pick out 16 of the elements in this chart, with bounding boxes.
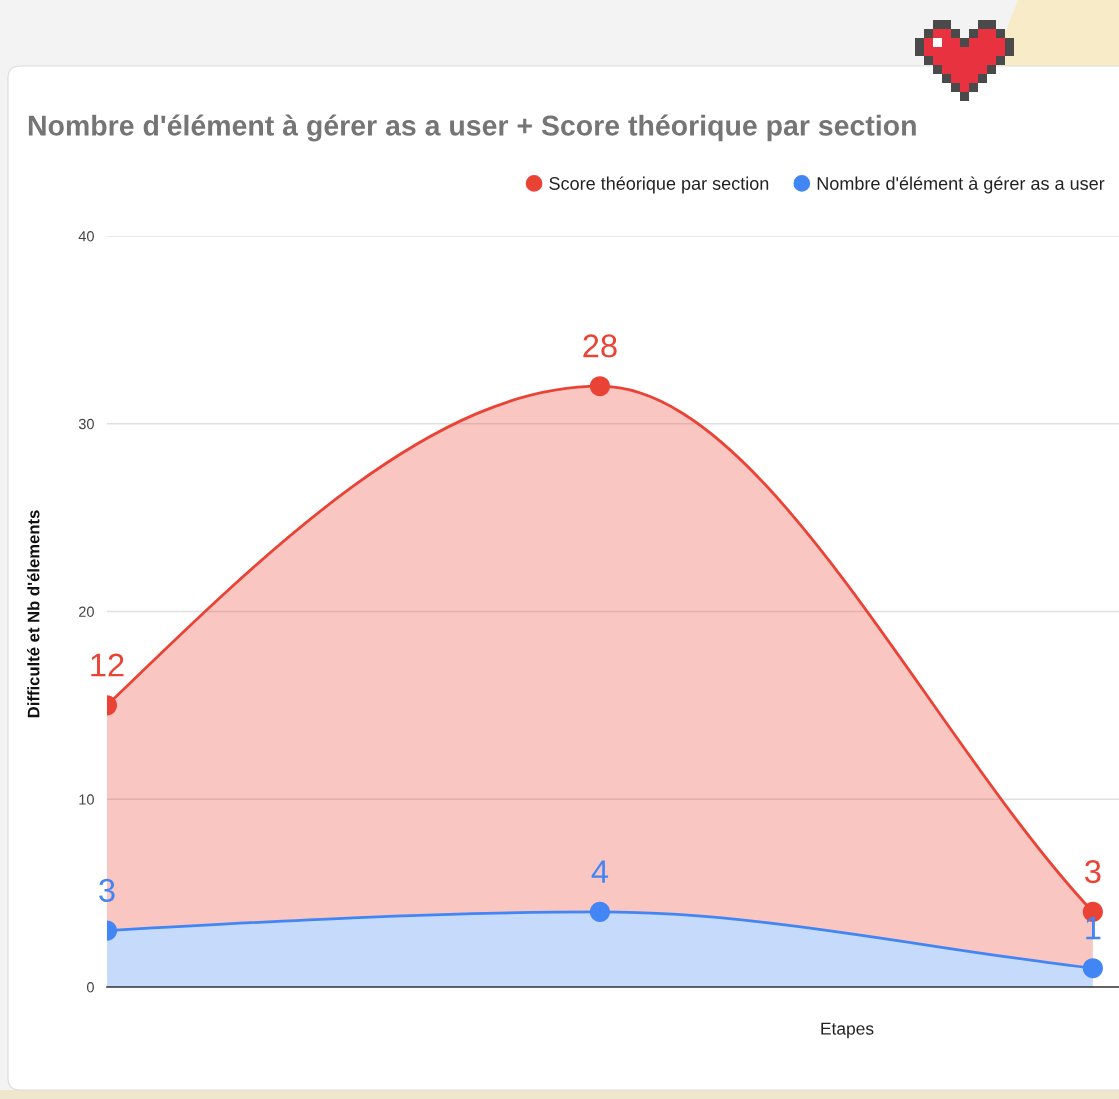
y-tick-label: 20 bbox=[79, 606, 94, 617]
y-tick-label: 0 bbox=[86, 982, 94, 993]
data-label: 12 bbox=[91, 653, 124, 677]
y-tick-label: 40 bbox=[78, 231, 94, 242]
y-tick-label: 30 bbox=[78, 418, 94, 430]
y-tick-label: 10 bbox=[79, 794, 94, 805]
legend-label: Nombre d'élément à gérer as a user bbox=[817, 176, 1105, 194]
data-label: 3 bbox=[1085, 860, 1101, 884]
data-label: 4 bbox=[591, 860, 609, 883]
legend-label: Score théorique par section bbox=[549, 176, 769, 194]
y-axis-title: Difficulté et Nb d'élements bbox=[27, 510, 40, 718]
x-axis-title: Etapes bbox=[821, 1022, 874, 1039]
data-label: 28 bbox=[583, 334, 617, 358]
chart-title: Nombre d'élément à gérer as a user + Score théorique par section bbox=[28, 114, 916, 142]
data-label: 1 bbox=[1086, 916, 1101, 940]
data-label: 3 bbox=[99, 878, 115, 902]
